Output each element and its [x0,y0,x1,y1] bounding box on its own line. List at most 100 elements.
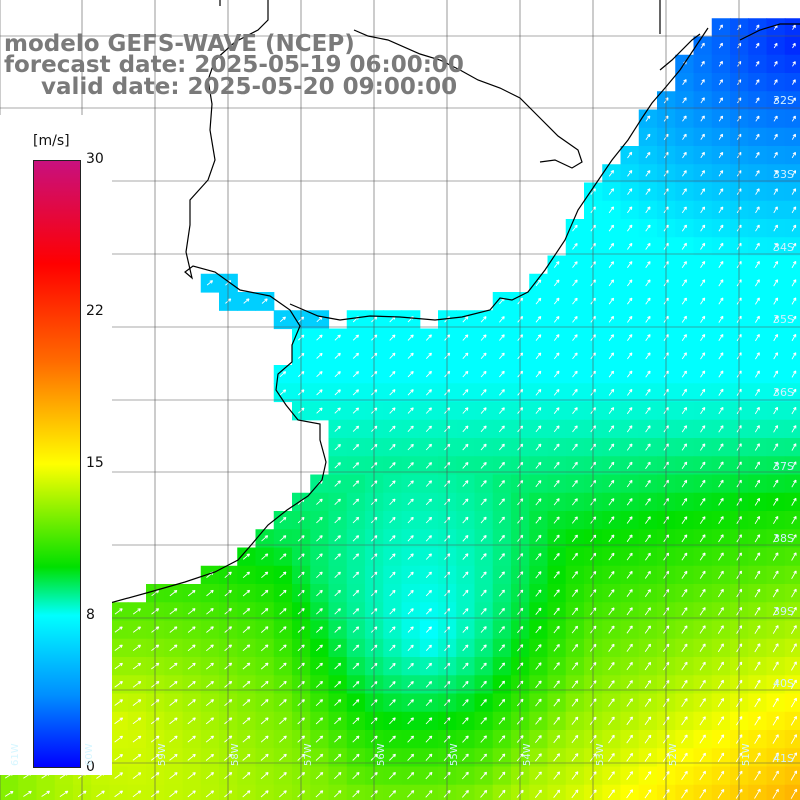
wind-arrow [626,570,633,579]
wind-arrow [626,461,633,469]
wind-speed-cell [346,657,366,676]
wind-speed-cell [0,784,19,800]
wind-arrow [407,608,414,615]
wind-speed-cell [383,511,403,530]
wind-speed-cell [200,638,220,658]
wind-arrow [260,790,269,798]
wind-arrow [645,443,651,451]
wind-arrow [645,133,651,140]
wind-arrow [407,626,414,633]
wind-speed-cell [693,328,713,348]
wind-arrow [462,571,469,579]
wind-arrow [773,352,779,360]
wind-arrow [608,643,615,652]
wind-speed-cell [784,711,800,731]
wind-arrow [700,370,706,378]
wind-arrow [352,462,360,469]
wind-arrow [644,716,652,726]
wind-arrow [791,333,797,342]
wind-arrow [644,698,652,707]
wind-speed-cell [784,638,800,658]
wind-arrow [645,279,651,287]
wind-arrow [132,626,142,633]
wind-arrow [462,461,469,469]
wind-arrow [462,662,469,670]
wind-arrow [187,772,196,780]
wind-speed-cell [365,620,384,640]
wind-arrow [773,297,779,305]
wind-arrow [388,771,396,780]
wind-speed-cell [584,584,603,603]
wind-arrow [260,735,269,743]
wind-arrow [243,298,250,304]
wind-arrow [644,589,651,598]
valid-date: valid date: 2025-05-20 09:00:00 [41,74,458,100]
wind-speed-cell [547,711,567,731]
wind-speed-cell [456,675,476,695]
wind-arrow [132,717,142,725]
wind-speed-cell [310,784,330,800]
wind-arrow [260,717,269,725]
wind-arrow [790,697,797,708]
wind-arrow [535,352,542,360]
wind-arrow [773,79,778,85]
wind-speed-cell [438,456,457,476]
wind-arrow [425,443,433,451]
wind-arrow [791,497,797,506]
wind-arrow [480,480,487,487]
wind-arrow [480,443,487,451]
wind-arrow [773,388,779,396]
wind-speed-cell [365,638,384,658]
wind-arrow [535,534,542,542]
wind-arrow [352,735,360,743]
wind-arrow [626,443,633,451]
wind-arrow [755,297,760,305]
wind-arrow [187,717,196,725]
wind-arrow [242,644,251,652]
wind-speed-cell [547,456,567,476]
wind-arrow [425,480,433,487]
wind-speed-cell [602,273,622,293]
wind-arrow [718,516,724,524]
wind-arrow [498,589,505,597]
wind-arrow [681,534,688,543]
wind-arrow [425,589,432,597]
wind-arrow [316,535,323,542]
wind-speed-cell [784,146,800,165]
wind-arrow [773,370,779,378]
wind-arrow [352,443,360,451]
wind-speed-cell [620,730,640,749]
wind-arrow [462,407,469,414]
wind-speed-cell [784,182,800,202]
wind-arrow [791,625,797,635]
wind-arrow [425,608,432,615]
wind-arrow [754,734,761,744]
wind-arrow [205,680,214,688]
wind-arrow [261,298,268,304]
wind-arrow [608,680,615,689]
wind-arrow [334,680,342,688]
wind-speed-cell [602,346,622,366]
wind-arrow [333,790,342,798]
wind-arrow [462,608,469,615]
wind-speed-cell [365,711,384,731]
wind-arrow [407,498,414,506]
wind-arrow [791,260,797,269]
wind-arrow [572,242,578,250]
wind-arrow [755,61,760,67]
wind-speed-cell [565,730,585,749]
wind-arrow [791,661,797,671]
wind-arrow [315,717,324,725]
wind-arrow [425,535,432,542]
wind-arrow [645,242,651,250]
wind-arrow [626,680,633,689]
wind-arrow [389,389,396,396]
wind-arrow [315,771,324,780]
wind-arrow [571,734,579,744]
wind-arrow [718,370,724,378]
wind-speed-cell [438,383,457,403]
wind-arrow [608,625,615,634]
wind-arrow [553,625,560,634]
latitude-label: 40S [773,677,794,690]
wind-arrow [425,771,433,780]
